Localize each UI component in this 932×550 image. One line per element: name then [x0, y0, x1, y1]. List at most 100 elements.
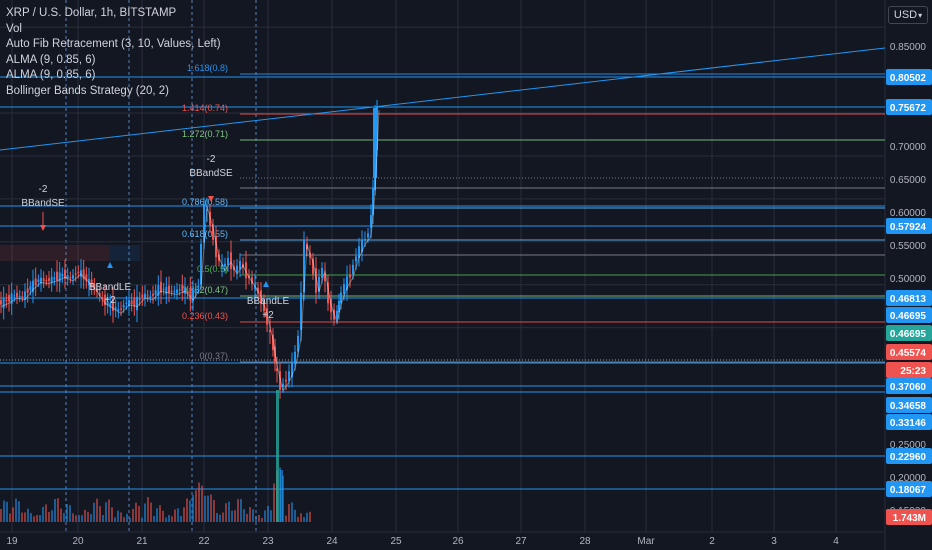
candle-body	[327, 282, 329, 304]
legend-symbol[interactable]: XRP / U.S. Dollar, 1h, BITSTAMP	[6, 7, 177, 19]
candle-body	[114, 307, 117, 310]
price-badge[interactable]	[886, 448, 932, 464]
candle-body	[248, 275, 250, 278]
fib-level-label: 1.272(0.71)	[182, 129, 228, 139]
price-badge[interactable]	[886, 481, 932, 497]
volume-bar	[96, 498, 98, 522]
candle-body	[173, 291, 176, 293]
time-axis-tick: Mar	[637, 536, 655, 547]
strategy-qty-label: -2	[207, 154, 216, 165]
candle-body	[333, 309, 335, 320]
price-badge[interactable]	[886, 397, 932, 413]
candle-body	[338, 300, 340, 313]
price-badge[interactable]	[886, 362, 932, 378]
candle-body	[77, 271, 80, 273]
time-axis-tick: 26	[452, 536, 464, 547]
candle-body	[32, 280, 34, 293]
candle-body	[176, 289, 178, 294]
trend-line[interactable]	[0, 47, 886, 151]
candle-body	[8, 295, 10, 302]
volume-bar	[288, 504, 290, 522]
volume-bar	[147, 497, 149, 522]
price-badge[interactable]	[886, 414, 932, 430]
price-badge[interactable]	[886, 307, 932, 323]
strategy-signal-label: BBandLE	[89, 282, 132, 293]
candle-body	[282, 383, 284, 388]
price-badge[interactable]	[886, 325, 932, 341]
legend-alma-1[interactable]: ALMA (9, 0.85, 6)	[6, 53, 96, 66]
volume-bar	[93, 502, 95, 522]
volume-bar	[36, 515, 38, 522]
volume-bar	[12, 507, 14, 522]
candle-body	[152, 293, 154, 296]
price-badge[interactable]	[886, 99, 932, 115]
currency-button[interactable]: USD▾	[888, 6, 928, 24]
volume-bar	[9, 513, 11, 522]
candle-body	[21, 296, 24, 298]
candle-body	[90, 279, 93, 287]
volume-bar	[171, 516, 173, 522]
legend-fib[interactable]: Auto Fib Retracement (3, 10, Values, Lef…	[6, 38, 221, 50]
candle-body	[291, 362, 293, 378]
time-axis-tick: 25	[390, 536, 402, 547]
range-box	[110, 245, 140, 261]
volume-bar	[273, 483, 275, 522]
price-badge[interactable]	[886, 69, 932, 85]
candle-body	[178, 289, 181, 291]
candle-body	[197, 285, 200, 287]
volume-bar	[33, 516, 35, 522]
volume-bar	[285, 515, 287, 522]
candle-body	[245, 262, 247, 279]
price-badge[interactable]	[886, 509, 932, 525]
price-badge[interactable]	[886, 344, 932, 360]
price-axis-tick: 0.85000	[890, 42, 927, 53]
fib-level-label: 0.382(0.47)	[182, 285, 228, 295]
volume-bar	[228, 501, 230, 522]
candle-body	[146, 295, 149, 297]
volume-bar	[159, 505, 161, 522]
volume-bar	[270, 510, 272, 522]
legend-alma-2[interactable]: ALMA (9, 0.85, 6)	[6, 69, 96, 81]
volume-bar	[234, 510, 236, 522]
candle-body	[120, 308, 122, 310]
candle-body	[122, 304, 125, 308]
candle-body	[85, 274, 88, 282]
price-badge[interactable]	[886, 378, 932, 394]
candle-body	[56, 271, 58, 281]
volume-bar	[114, 517, 116, 522]
volume-bar	[75, 515, 77, 522]
volume-bar	[300, 513, 302, 522]
candle-body	[257, 287, 259, 294]
candle-body	[29, 286, 32, 291]
volume-bar	[162, 510, 164, 522]
price-axis-tick: 0.70000	[890, 142, 927, 153]
volume-bar	[123, 517, 125, 522]
volume-bar	[51, 510, 53, 522]
candle-body	[88, 278, 90, 286]
candle-body	[272, 334, 274, 350]
legend-volume[interactable]: Vol	[6, 22, 22, 35]
candle-body	[251, 277, 253, 284]
volume-bar	[15, 498, 17, 522]
candle-body	[5, 299, 8, 302]
candle-body	[303, 239, 305, 293]
candle-body	[260, 290, 262, 304]
candle-body	[157, 285, 160, 296]
candle-body	[24, 291, 26, 300]
candle-body	[130, 300, 133, 305]
candle-body	[109, 303, 112, 308]
price-badge[interactable]	[886, 218, 932, 234]
candle-body	[294, 351, 296, 364]
volume-bar	[258, 515, 260, 522]
volume-bar	[219, 514, 221, 522]
legend-bollinger[interactable]: Bollinger Bands Strategy (20, 2)	[6, 84, 170, 97]
candle-body	[269, 330, 271, 333]
volume-bar	[129, 517, 131, 522]
candle-body	[40, 277, 42, 284]
volume-bar	[294, 509, 296, 522]
candle-body	[2, 297, 5, 309]
price-badge[interactable]	[886, 290, 932, 306]
volume-bar	[267, 505, 269, 522]
candle-body	[82, 269, 85, 280]
